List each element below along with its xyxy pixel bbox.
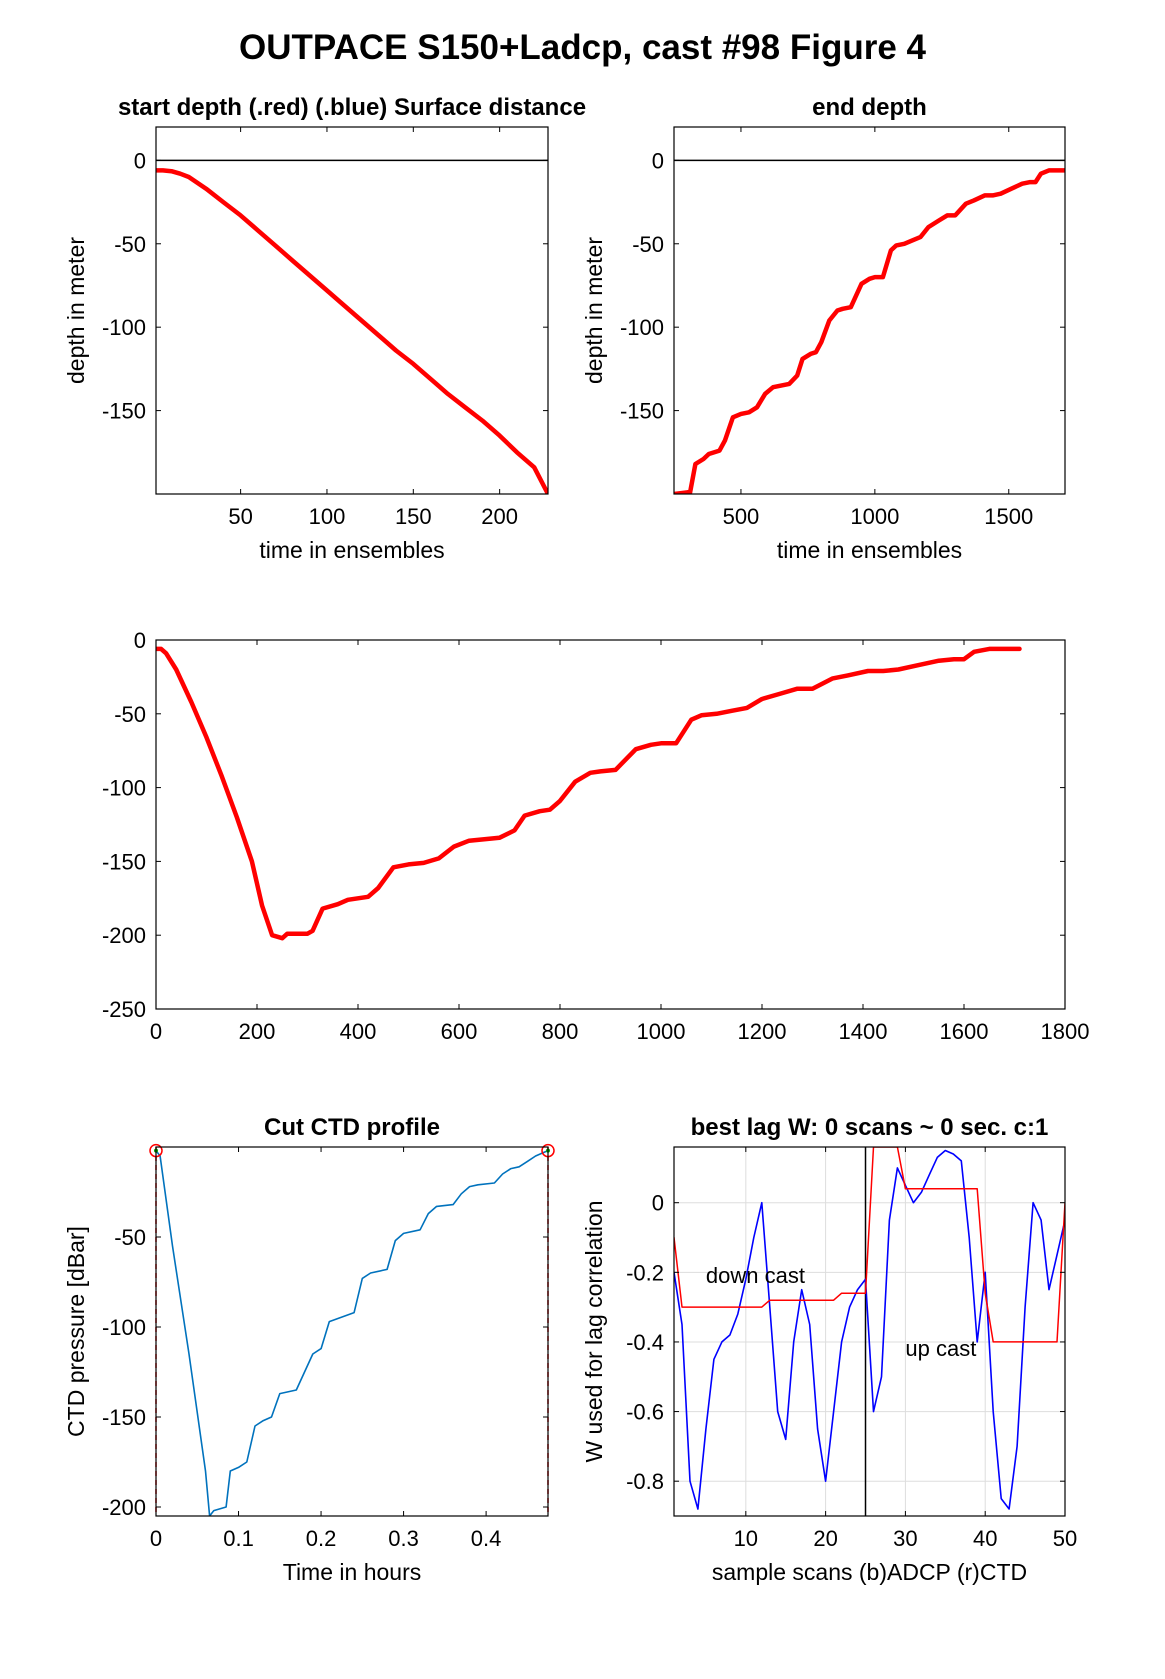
x-tick-label: 1500: [984, 504, 1033, 529]
x-axis-label: time in ensembles: [777, 537, 962, 563]
start-depth-series-red-line: [156, 168, 548, 494]
annotation-label: down cast: [706, 1263, 805, 1288]
y-tick-label: -150: [102, 399, 146, 424]
x-tick-label: 50: [228, 504, 252, 529]
y-axis-label: depth in meter: [581, 237, 607, 384]
plot-frame: [155, 639, 1066, 1010]
y-tick-label: -0.8: [626, 1469, 664, 1494]
best-lag-chart: 10 20 30 40 50 0 -0.2 -0.4 -0.6 -0.8 best lag W: 0…: [581, 1114, 1077, 1585]
y-tick-label: -100: [102, 1315, 146, 1340]
chart-title: start depth (.red) (.blue) Surface dista…: [118, 94, 586, 121]
cut-ctd-series-ctd_blue-line: [156, 1149, 548, 1516]
y-tick-label: 0: [652, 148, 664, 173]
plot-area: [674, 127, 1065, 494]
x-tick-label: 0.2: [306, 1526, 337, 1551]
end-depth-chart: 500 1000 1500 0 -50 -100 -150 end depth time in …: [581, 94, 1066, 563]
y-tick-label: -150: [620, 399, 664, 424]
y-tick-label: -200: [102, 1495, 146, 1520]
y-tick-label: -0.2: [626, 1260, 664, 1285]
chart-title: end depth: [812, 94, 927, 121]
x-tick-label: 30: [893, 1526, 917, 1551]
y-tick-label: -150: [102, 849, 146, 874]
x-tick-label: 1000: [850, 504, 899, 529]
y-axis-label: W used for lag correlation: [581, 1200, 607, 1462]
x-tick-label: 200: [239, 1019, 276, 1044]
x-tick-label: 600: [441, 1019, 478, 1044]
y-tick-label: -100: [102, 776, 146, 801]
x-tick-label: 1200: [738, 1019, 787, 1044]
x-tick-label: 50: [1053, 1526, 1077, 1551]
x-axis-label: time in ensembles: [259, 537, 444, 563]
y-tick-label: 0: [134, 148, 146, 173]
full-profile-chart: 0 200 400 600 800 1000 1200 1400 1600 1800 0 -50 -10…: [102, 628, 1090, 1044]
x-tick-label: 150: [395, 504, 432, 529]
plot-frame: [673, 1146, 1066, 1517]
y-tick-label: -0.6: [626, 1400, 664, 1425]
x-tick-label: 400: [340, 1019, 377, 1044]
start-depth-chart: 50 100 150 200 0 -50 -100 -150 start depth (.red…: [63, 94, 586, 563]
chart-title: Cut CTD profile: [264, 1114, 440, 1141]
plot-frame: [155, 126, 549, 495]
x-tick-label: 1000: [637, 1019, 686, 1044]
y-tick-label: -50: [114, 232, 146, 257]
plot-frame: [155, 1146, 549, 1517]
x-tick-label: 1800: [1041, 1019, 1090, 1044]
x-tick-label: 1600: [940, 1019, 989, 1044]
cut-ctd-chart: 0 0.1 0.2 0.3 0.4 -50 -100 -150 -200 Cut CTD prof…: [63, 1114, 555, 1585]
x-tick-label: 0.3: [388, 1526, 419, 1551]
y-tick-label: 0: [652, 1191, 664, 1216]
plot-area: [156, 1147, 548, 1516]
y-tick-label: -50: [114, 1225, 146, 1250]
x-tick-label: 10: [734, 1526, 758, 1551]
y-tick-label: -250: [102, 997, 146, 1022]
x-tick-label: 100: [309, 504, 346, 529]
y-tick-label: -200: [102, 923, 146, 948]
x-tick-label: 40: [973, 1526, 997, 1551]
full-profile-series-red-line: [156, 646, 1022, 941]
y-tick-label: -50: [114, 702, 146, 727]
x-tick-label: 800: [542, 1019, 579, 1044]
y-tick-label: -0.4: [626, 1330, 664, 1355]
y-tick-label: -50: [632, 232, 664, 257]
x-tick-label: 20: [813, 1526, 837, 1551]
figure-title: OUTPACE S150+Ladcp, cast #98 Figure 4: [239, 28, 926, 67]
y-tick-label: -150: [102, 1405, 146, 1430]
y-axis-label: depth in meter: [63, 237, 89, 384]
plot-area: [156, 640, 1065, 1009]
best-lag-series-blue-line: [674, 1149, 1065, 1510]
best-lag-series-red-line: [674, 1147, 1065, 1343]
end-depth-series-red-line: [674, 168, 1065, 494]
x-tick-label: 0.4: [471, 1526, 502, 1551]
annotation-label: up cast: [905, 1336, 976, 1361]
x-tick-label: 200: [481, 504, 518, 529]
x-tick-label: 500: [723, 504, 760, 529]
y-tick-label: 0: [134, 628, 146, 653]
x-tick-label: 0: [150, 1526, 162, 1551]
y-axis-label: CTD pressure [dBar]: [63, 1226, 89, 1437]
x-tick-label: 0.1: [223, 1526, 254, 1551]
x-axis-label: Time in hours: [283, 1559, 421, 1585]
plot-frame: [673, 126, 1066, 495]
x-tick-label: 0: [150, 1019, 162, 1044]
chart-title: best lag W: 0 scans ~ 0 sec. c:1: [691, 1114, 1049, 1141]
x-axis-label: sample scans (b)ADCP (r)CTD: [712, 1559, 1027, 1585]
y-tick-label: -100: [620, 315, 664, 340]
y-tick-label: -100: [102, 315, 146, 340]
x-tick-label: 1400: [839, 1019, 888, 1044]
